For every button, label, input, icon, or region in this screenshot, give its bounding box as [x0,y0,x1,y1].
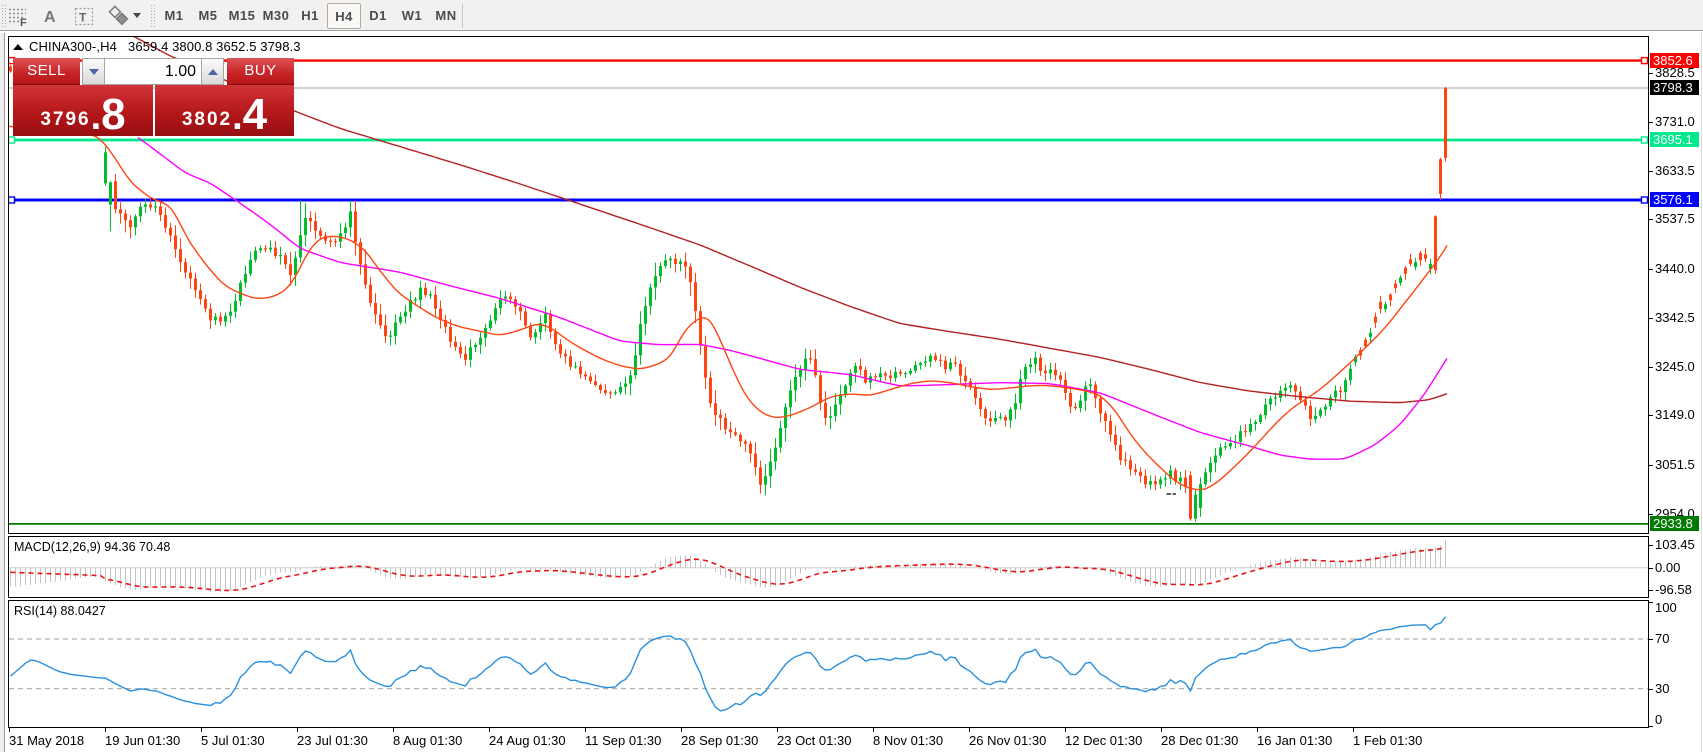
svg-text:A: A [44,9,56,26]
svg-text:F: F [20,17,27,29]
svg-text:T: T [79,11,87,25]
